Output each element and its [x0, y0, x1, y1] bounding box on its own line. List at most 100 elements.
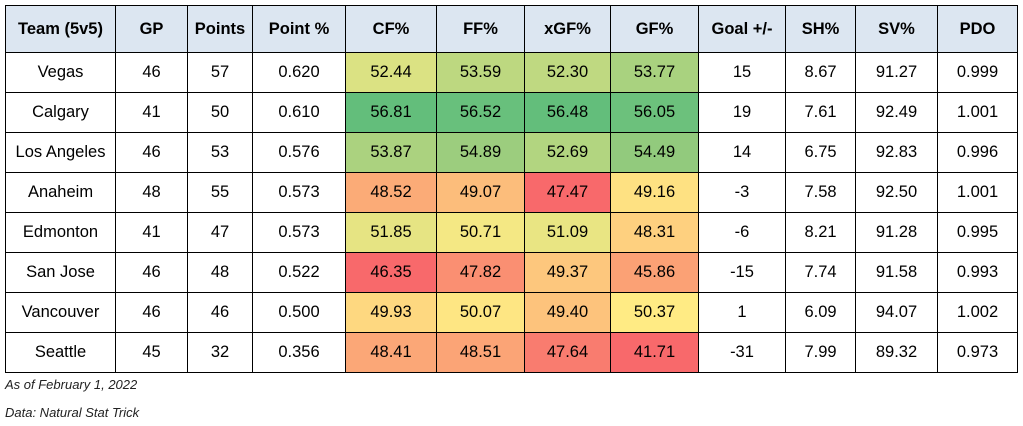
stat-cell: 48.52	[345, 172, 437, 213]
stat-cell: 49.37	[524, 252, 611, 293]
stat-cell: 94.07	[855, 292, 938, 333]
stat-cell: 50	[187, 92, 253, 133]
stat-cell: 41	[115, 92, 188, 133]
stat-cell: 47.82	[436, 252, 525, 293]
header-cell: Team (5v5)	[5, 5, 116, 53]
stat-cell: 51.85	[345, 212, 437, 253]
header-cell: Points	[187, 5, 253, 53]
stat-cell: 7.61	[785, 92, 856, 133]
stat-cell: 92.50	[855, 172, 938, 213]
team-cell: Seattle	[5, 332, 116, 373]
table-row: San Jose 46 48 0.522 46.35 47.82 49.37 45.86 -15…	[5, 252, 1018, 293]
stat-cell: 46	[115, 292, 188, 333]
stat-cell: 45	[115, 332, 188, 373]
stat-cell: -31	[698, 332, 786, 373]
stat-cell: 0.610	[252, 92, 346, 133]
stat-cell: 54.89	[436, 132, 525, 173]
header-cell: PDO	[937, 5, 1018, 53]
stat-cell: 47.64	[524, 332, 611, 373]
stat-cell: 48.31	[610, 212, 699, 253]
table-body: Vegas 46 57 0.620 52.44 53.59 52.30 53.77 15 8.67…	[5, 52, 1018, 373]
stat-cell: 92.49	[855, 92, 938, 133]
stat-cell: 41	[115, 212, 188, 253]
team-cell: Calgary	[5, 92, 116, 133]
stat-cell: 1	[698, 292, 786, 333]
team-cell: Los Angeles	[5, 132, 116, 173]
stat-cell: 46	[115, 132, 188, 173]
team-cell: Vegas	[5, 52, 116, 93]
stat-cell: 57	[187, 52, 253, 93]
table-wrap: Team (5v5) GP Points Point % CF% FF% xGF% GF% Go…	[5, 5, 1018, 373]
header-cell: Point %	[252, 5, 346, 53]
stat-cell: 0.573	[252, 172, 346, 213]
stat-cell: 46	[115, 252, 188, 293]
table-row: Vegas 46 57 0.620 52.44 53.59 52.30 53.77 15 8.67…	[5, 52, 1018, 93]
stat-cell: 0.995	[937, 212, 1018, 253]
stat-cell: 0.573	[252, 212, 346, 253]
stat-cell: 53.59	[436, 52, 525, 93]
table-row: Calgary 41 50 0.610 56.81 56.52 56.48 56.05 19 7.…	[5, 92, 1018, 133]
stat-cell: 8.67	[785, 52, 856, 93]
stat-cell: 8.21	[785, 212, 856, 253]
team-cell: San Jose	[5, 252, 116, 293]
table-row: Edmonton 41 47 0.573 51.85 50.71 51.09 48.31 -6 8…	[5, 212, 1018, 253]
stat-cell: 0.993	[937, 252, 1018, 293]
stat-cell: 7.74	[785, 252, 856, 293]
stat-cell: 52.44	[345, 52, 437, 93]
stat-cell: 48	[187, 252, 253, 293]
stat-cell: 48.51	[436, 332, 525, 373]
stat-cell: 41.71	[610, 332, 699, 373]
stat-cell: 47.47	[524, 172, 611, 213]
stat-cell: 0.522	[252, 252, 346, 293]
stat-cell: 49.16	[610, 172, 699, 213]
stat-cell: 32	[187, 332, 253, 373]
stat-cell: 54.49	[610, 132, 699, 173]
stat-cell: -3	[698, 172, 786, 213]
team-cell: Vancouver	[5, 292, 116, 333]
stat-cell: 55	[187, 172, 253, 213]
stat-cell: 15	[698, 52, 786, 93]
stat-cell: 53.87	[345, 132, 437, 173]
stat-cell: 91.58	[855, 252, 938, 293]
stat-cell: 56.05	[610, 92, 699, 133]
stat-cell: -6	[698, 212, 786, 253]
stat-cell: 56.48	[524, 92, 611, 133]
stat-cell: 46	[115, 52, 188, 93]
stat-cell: 50.07	[436, 292, 525, 333]
stat-cell: 0.576	[252, 132, 346, 173]
stat-cell: 91.27	[855, 52, 938, 93]
stat-cell: 46	[187, 292, 253, 333]
stat-cell: 49.07	[436, 172, 525, 213]
stat-cell: 0.500	[252, 292, 346, 333]
stat-cell: 56.52	[436, 92, 525, 133]
stat-cell: 19	[698, 92, 786, 133]
stat-cell: 1.002	[937, 292, 1018, 333]
team-cell: Edmonton	[5, 212, 116, 253]
header-cell: GF%	[610, 5, 699, 53]
stat-cell: 1.001	[937, 172, 1018, 213]
stat-cell: 46.35	[345, 252, 437, 293]
stat-cell: 7.99	[785, 332, 856, 373]
stat-cell: 92.83	[855, 132, 938, 173]
stat-cell: 7.58	[785, 172, 856, 213]
header-cell: SV%	[855, 5, 938, 53]
stat-cell: 91.28	[855, 212, 938, 253]
stat-cell: 50.71	[436, 212, 525, 253]
table-row: Los Angeles 46 53 0.576 53.87 54.89 52.69 54.49…	[5, 132, 1018, 173]
stat-cell: 0.620	[252, 52, 346, 93]
stat-cell: 53	[187, 132, 253, 173]
stat-cell: -15	[698, 252, 786, 293]
stat-cell: 6.09	[785, 292, 856, 333]
header-cell: Goal +/-	[698, 5, 786, 53]
stat-cell: 48.41	[345, 332, 437, 373]
note: As of February 1, 2022	[5, 377, 138, 392]
stat-cell: 51.09	[524, 212, 611, 253]
header-cell: xGF%	[524, 5, 611, 53]
stat-cell: 1.001	[937, 92, 1018, 133]
stat-cell: 47	[187, 212, 253, 253]
stat-cell: 52.30	[524, 52, 611, 93]
stat-cell: 0.999	[937, 52, 1018, 93]
stat-cell: 14	[698, 132, 786, 173]
note: Data: Natural Stat Trick	[5, 405, 140, 420]
